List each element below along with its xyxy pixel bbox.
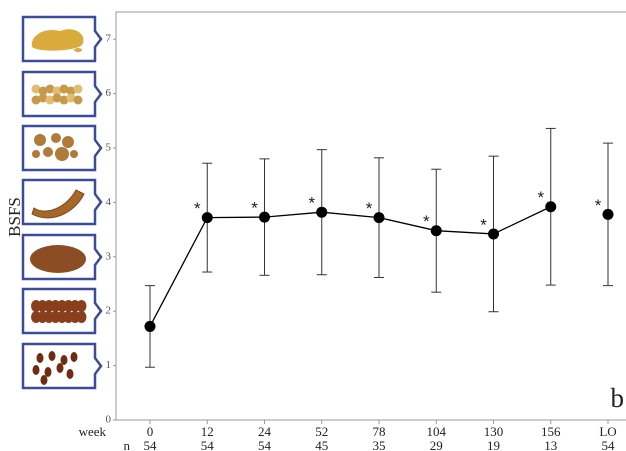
significance-mark: *: [251, 199, 258, 218]
icon: [31, 29, 84, 52]
marker: [430, 225, 442, 237]
icon: [32, 133, 78, 161]
icon-shape: [59, 95, 69, 105]
icon-shape: [34, 134, 46, 146]
significance-mark: *: [537, 188, 544, 207]
stool-scale-icons: [21, 15, 103, 390]
icon: [32, 351, 78, 385]
icon-shape: [30, 245, 86, 273]
n-label: 54: [201, 438, 215, 451]
icon: [31, 84, 83, 105]
marker: [201, 212, 213, 224]
x-tick-label: LO: [599, 424, 616, 439]
icon-shape: [32, 365, 40, 375]
y-tick-label: 0: [106, 414, 112, 426]
n-label: 45: [315, 438, 328, 451]
marker: [316, 206, 328, 218]
x-tick-label: 104: [427, 424, 447, 439]
y-tick-label: 5: [106, 142, 112, 154]
x-tick-label: 24: [258, 424, 272, 439]
x-tick-label: 0: [147, 424, 154, 439]
icon-shape: [56, 363, 64, 373]
y-tick-label: 1: [106, 359, 112, 371]
icon-shape: [60, 355, 68, 365]
icon-shape: [73, 95, 83, 105]
y-tick-label: 2: [106, 305, 112, 317]
significance-mark: *: [480, 215, 487, 234]
marker: [373, 212, 385, 224]
n-label: 54: [602, 438, 616, 451]
icon-shape: [55, 147, 69, 161]
icon-shape: [73, 84, 83, 94]
icon: [31, 189, 85, 219]
icon-shape: [38, 93, 48, 103]
significance-mark: *: [194, 199, 201, 218]
significance-mark: *: [308, 194, 315, 213]
x-tick-label: 12: [201, 424, 214, 439]
icon-shape: [66, 369, 74, 379]
icon-shape: [45, 95, 55, 105]
icon-shape: [59, 84, 69, 94]
n-label: 13: [544, 438, 557, 451]
n-label: 54: [144, 438, 158, 451]
y-tick-label: 3: [106, 250, 112, 262]
icon-frame: [21, 178, 103, 226]
n-label: 54: [258, 438, 272, 451]
x-tick-label: 52: [315, 424, 328, 439]
icon-shape: [52, 93, 62, 103]
n-label: 19: [487, 438, 500, 451]
icon-shape: [40, 375, 48, 385]
y-tick-label: 6: [106, 87, 112, 99]
row-label: week: [79, 424, 107, 439]
icon-shape: [70, 352, 78, 362]
y-tick-label: 7: [106, 33, 112, 45]
marker: [545, 201, 557, 213]
y-tick-label: 4: [106, 196, 112, 208]
icon-shape: [38, 86, 48, 96]
icon-shape: [36, 353, 44, 363]
x-tick-label: 78: [373, 424, 386, 439]
icon-shape: [51, 133, 61, 143]
icon-shape: [52, 86, 62, 96]
icon-shape: [45, 84, 55, 94]
marker: [488, 228, 499, 240]
line: [149, 206, 552, 327]
panel-label: b: [611, 383, 625, 413]
icon-shape: [44, 367, 52, 377]
x-tick-label: 130: [484, 424, 504, 439]
row-label: n: [124, 438, 131, 451]
icon-shape: [43, 147, 53, 157]
significance-mark: *: [595, 196, 602, 215]
icon: [31, 300, 87, 323]
icon-frame: [21, 70, 103, 118]
icon-shape: [48, 351, 56, 361]
n-label: 29: [430, 438, 443, 451]
x-tick-label: 156: [541, 424, 561, 439]
significance-mark: *: [423, 212, 430, 231]
icon-shape: [66, 93, 76, 103]
icon-shape: [70, 150, 78, 158]
icon-shape: [31, 189, 85, 219]
significance-mark: *: [366, 199, 373, 218]
icon-shape: [66, 86, 76, 96]
icon-shape: [32, 150, 40, 158]
marker: [602, 208, 614, 220]
marker: [259, 211, 270, 223]
icon-shape: [31, 84, 41, 94]
marker: [144, 320, 156, 332]
icon-shape: [74, 48, 82, 52]
y-axis-label: BSFS: [5, 197, 24, 237]
icon-shape: [76, 311, 87, 323]
icon: [30, 245, 86, 273]
icon-shape: [31, 95, 41, 105]
icon-shape: [62, 136, 74, 148]
n-label: 35: [373, 438, 386, 451]
icon-shape: [76, 300, 87, 312]
icon-shape: [31, 29, 84, 51]
